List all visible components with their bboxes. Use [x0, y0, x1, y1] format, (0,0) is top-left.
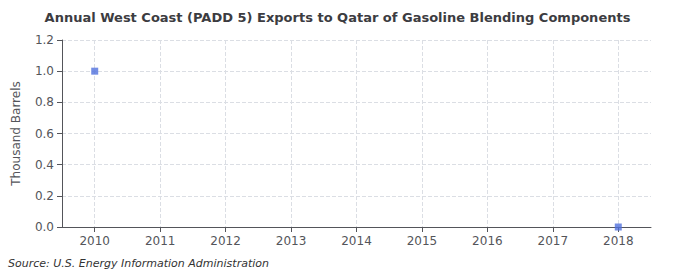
- svg-text:1.2: 1.2: [35, 33, 54, 47]
- svg-text:2017: 2017: [538, 234, 569, 248]
- svg-text:0.6: 0.6: [35, 127, 54, 141]
- svg-text:2015: 2015: [407, 234, 438, 248]
- svg-text:2016: 2016: [472, 234, 503, 248]
- svg-text:2012: 2012: [210, 234, 241, 248]
- svg-text:1.0: 1.0: [35, 64, 54, 78]
- svg-text:Annual West Coast (PADD 5) Exp: Annual West Coast (PADD 5) Exports to Qa…: [45, 10, 631, 25]
- svg-text:Source: U.S. Energy Informatio: Source: U.S. Energy Information Administ…: [8, 257, 269, 270]
- svg-text:2011: 2011: [145, 234, 176, 248]
- svg-text:0.4: 0.4: [35, 158, 54, 172]
- svg-text:0.2: 0.2: [35, 189, 54, 203]
- svg-text:0.0: 0.0: [35, 220, 54, 234]
- svg-text:2018: 2018: [603, 234, 634, 248]
- svg-text:0.8: 0.8: [35, 95, 54, 109]
- svg-text:2013: 2013: [276, 234, 307, 248]
- svg-text:2010: 2010: [79, 234, 110, 248]
- svg-text:2014: 2014: [341, 234, 372, 248]
- svg-text:Thousand Barrels: Thousand Barrels: [9, 81, 23, 186]
